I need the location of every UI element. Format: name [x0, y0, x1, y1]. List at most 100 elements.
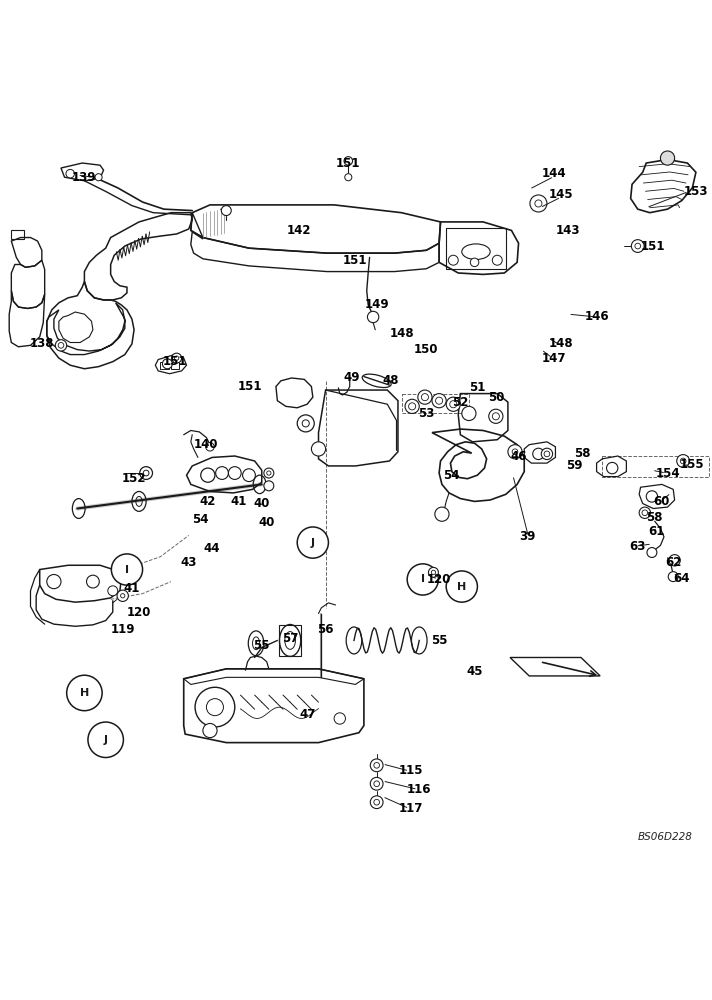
Circle shape [206, 443, 214, 451]
Text: 49: 49 [344, 371, 360, 384]
Circle shape [111, 554, 142, 585]
Text: 40: 40 [253, 497, 270, 510]
Text: 117: 117 [399, 802, 423, 815]
Bar [171, 362, 179, 369]
Text: 120: 120 [127, 606, 151, 619]
Text: 144: 144 [542, 167, 566, 180]
Circle shape [367, 311, 379, 323]
Text: 120: 120 [427, 573, 451, 586]
Text: 148: 148 [549, 337, 573, 350]
Text: 53: 53 [418, 407, 434, 420]
Text: 46: 46 [511, 450, 527, 463]
Text: 153: 153 [684, 185, 708, 198]
Text: 60: 60 [654, 495, 670, 508]
Text: H: H [457, 582, 466, 592]
Circle shape [47, 574, 61, 589]
Text: 149: 149 [365, 298, 389, 311]
Circle shape [607, 462, 618, 474]
Circle shape [229, 467, 241, 479]
Circle shape [264, 468, 274, 478]
Circle shape [471, 258, 479, 267]
Text: 42: 42 [199, 495, 216, 508]
Circle shape [446, 397, 461, 411]
Circle shape [647, 548, 657, 557]
Text: 40: 40 [258, 516, 275, 529]
Text: I: I [125, 565, 129, 575]
Circle shape [95, 174, 102, 181]
Circle shape [117, 590, 128, 601]
Circle shape [661, 151, 675, 165]
Text: 151: 151 [343, 254, 367, 267]
Circle shape [297, 527, 328, 558]
Text: 155: 155 [680, 458, 705, 471]
Circle shape [435, 507, 449, 521]
Circle shape [297, 415, 314, 432]
Text: BS06D228: BS06D228 [637, 832, 692, 842]
Circle shape [407, 564, 439, 595]
Circle shape [302, 420, 309, 427]
Circle shape [669, 555, 680, 566]
Circle shape [431, 570, 436, 574]
Text: 151: 151 [336, 157, 360, 170]
Circle shape [66, 169, 75, 178]
Text: 56: 56 [318, 623, 334, 636]
Circle shape [492, 413, 499, 420]
Bar [160, 362, 169, 369]
Circle shape [374, 799, 379, 805]
Text: 152: 152 [122, 472, 146, 485]
Circle shape [143, 470, 149, 476]
Text: I: I [421, 574, 425, 584]
Text: 138: 138 [30, 337, 54, 350]
Text: 47: 47 [299, 708, 315, 721]
Circle shape [450, 401, 457, 408]
Text: 142: 142 [286, 224, 311, 237]
Text: 63: 63 [629, 540, 646, 553]
Circle shape [533, 448, 544, 460]
Circle shape [370, 759, 383, 772]
Circle shape [243, 469, 256, 482]
Text: 139: 139 [72, 171, 97, 184]
Circle shape [311, 442, 325, 456]
Text: 61: 61 [649, 525, 665, 538]
Text: 151: 151 [641, 240, 666, 253]
Bar [279, 625, 301, 656]
Circle shape [87, 575, 99, 588]
Circle shape [512, 449, 518, 455]
Circle shape [120, 594, 125, 598]
Circle shape [195, 687, 235, 727]
Circle shape [492, 255, 502, 265]
Circle shape [429, 567, 439, 577]
Circle shape [174, 356, 179, 360]
Circle shape [374, 762, 379, 768]
Text: 51: 51 [469, 381, 486, 394]
Text: 59: 59 [565, 459, 582, 472]
Circle shape [221, 206, 231, 216]
Text: 150: 150 [414, 343, 439, 356]
Circle shape [436, 397, 443, 404]
Text: 50: 50 [488, 391, 504, 404]
Circle shape [108, 586, 117, 596]
Text: 54: 54 [192, 513, 209, 526]
Text: 48: 48 [382, 374, 399, 387]
Circle shape [409, 403, 416, 410]
Text: 146: 146 [585, 310, 609, 323]
Text: H: H [80, 688, 89, 698]
Text: 39: 39 [519, 530, 535, 543]
Circle shape [374, 781, 379, 787]
Text: 143: 143 [556, 224, 580, 237]
Circle shape [201, 468, 215, 482]
Circle shape [67, 675, 102, 711]
Text: 116: 116 [407, 783, 431, 796]
Circle shape [632, 240, 644, 252]
Circle shape [544, 451, 550, 457]
Text: 119: 119 [110, 623, 135, 636]
Text: 145: 145 [549, 188, 573, 201]
Circle shape [508, 445, 522, 459]
Text: 45: 45 [466, 665, 483, 678]
Text: 58: 58 [574, 447, 591, 460]
Text: 140: 140 [194, 438, 219, 451]
Bar [446, 228, 506, 269]
Text: 44: 44 [204, 542, 220, 555]
Circle shape [462, 406, 476, 421]
Circle shape [642, 510, 648, 516]
